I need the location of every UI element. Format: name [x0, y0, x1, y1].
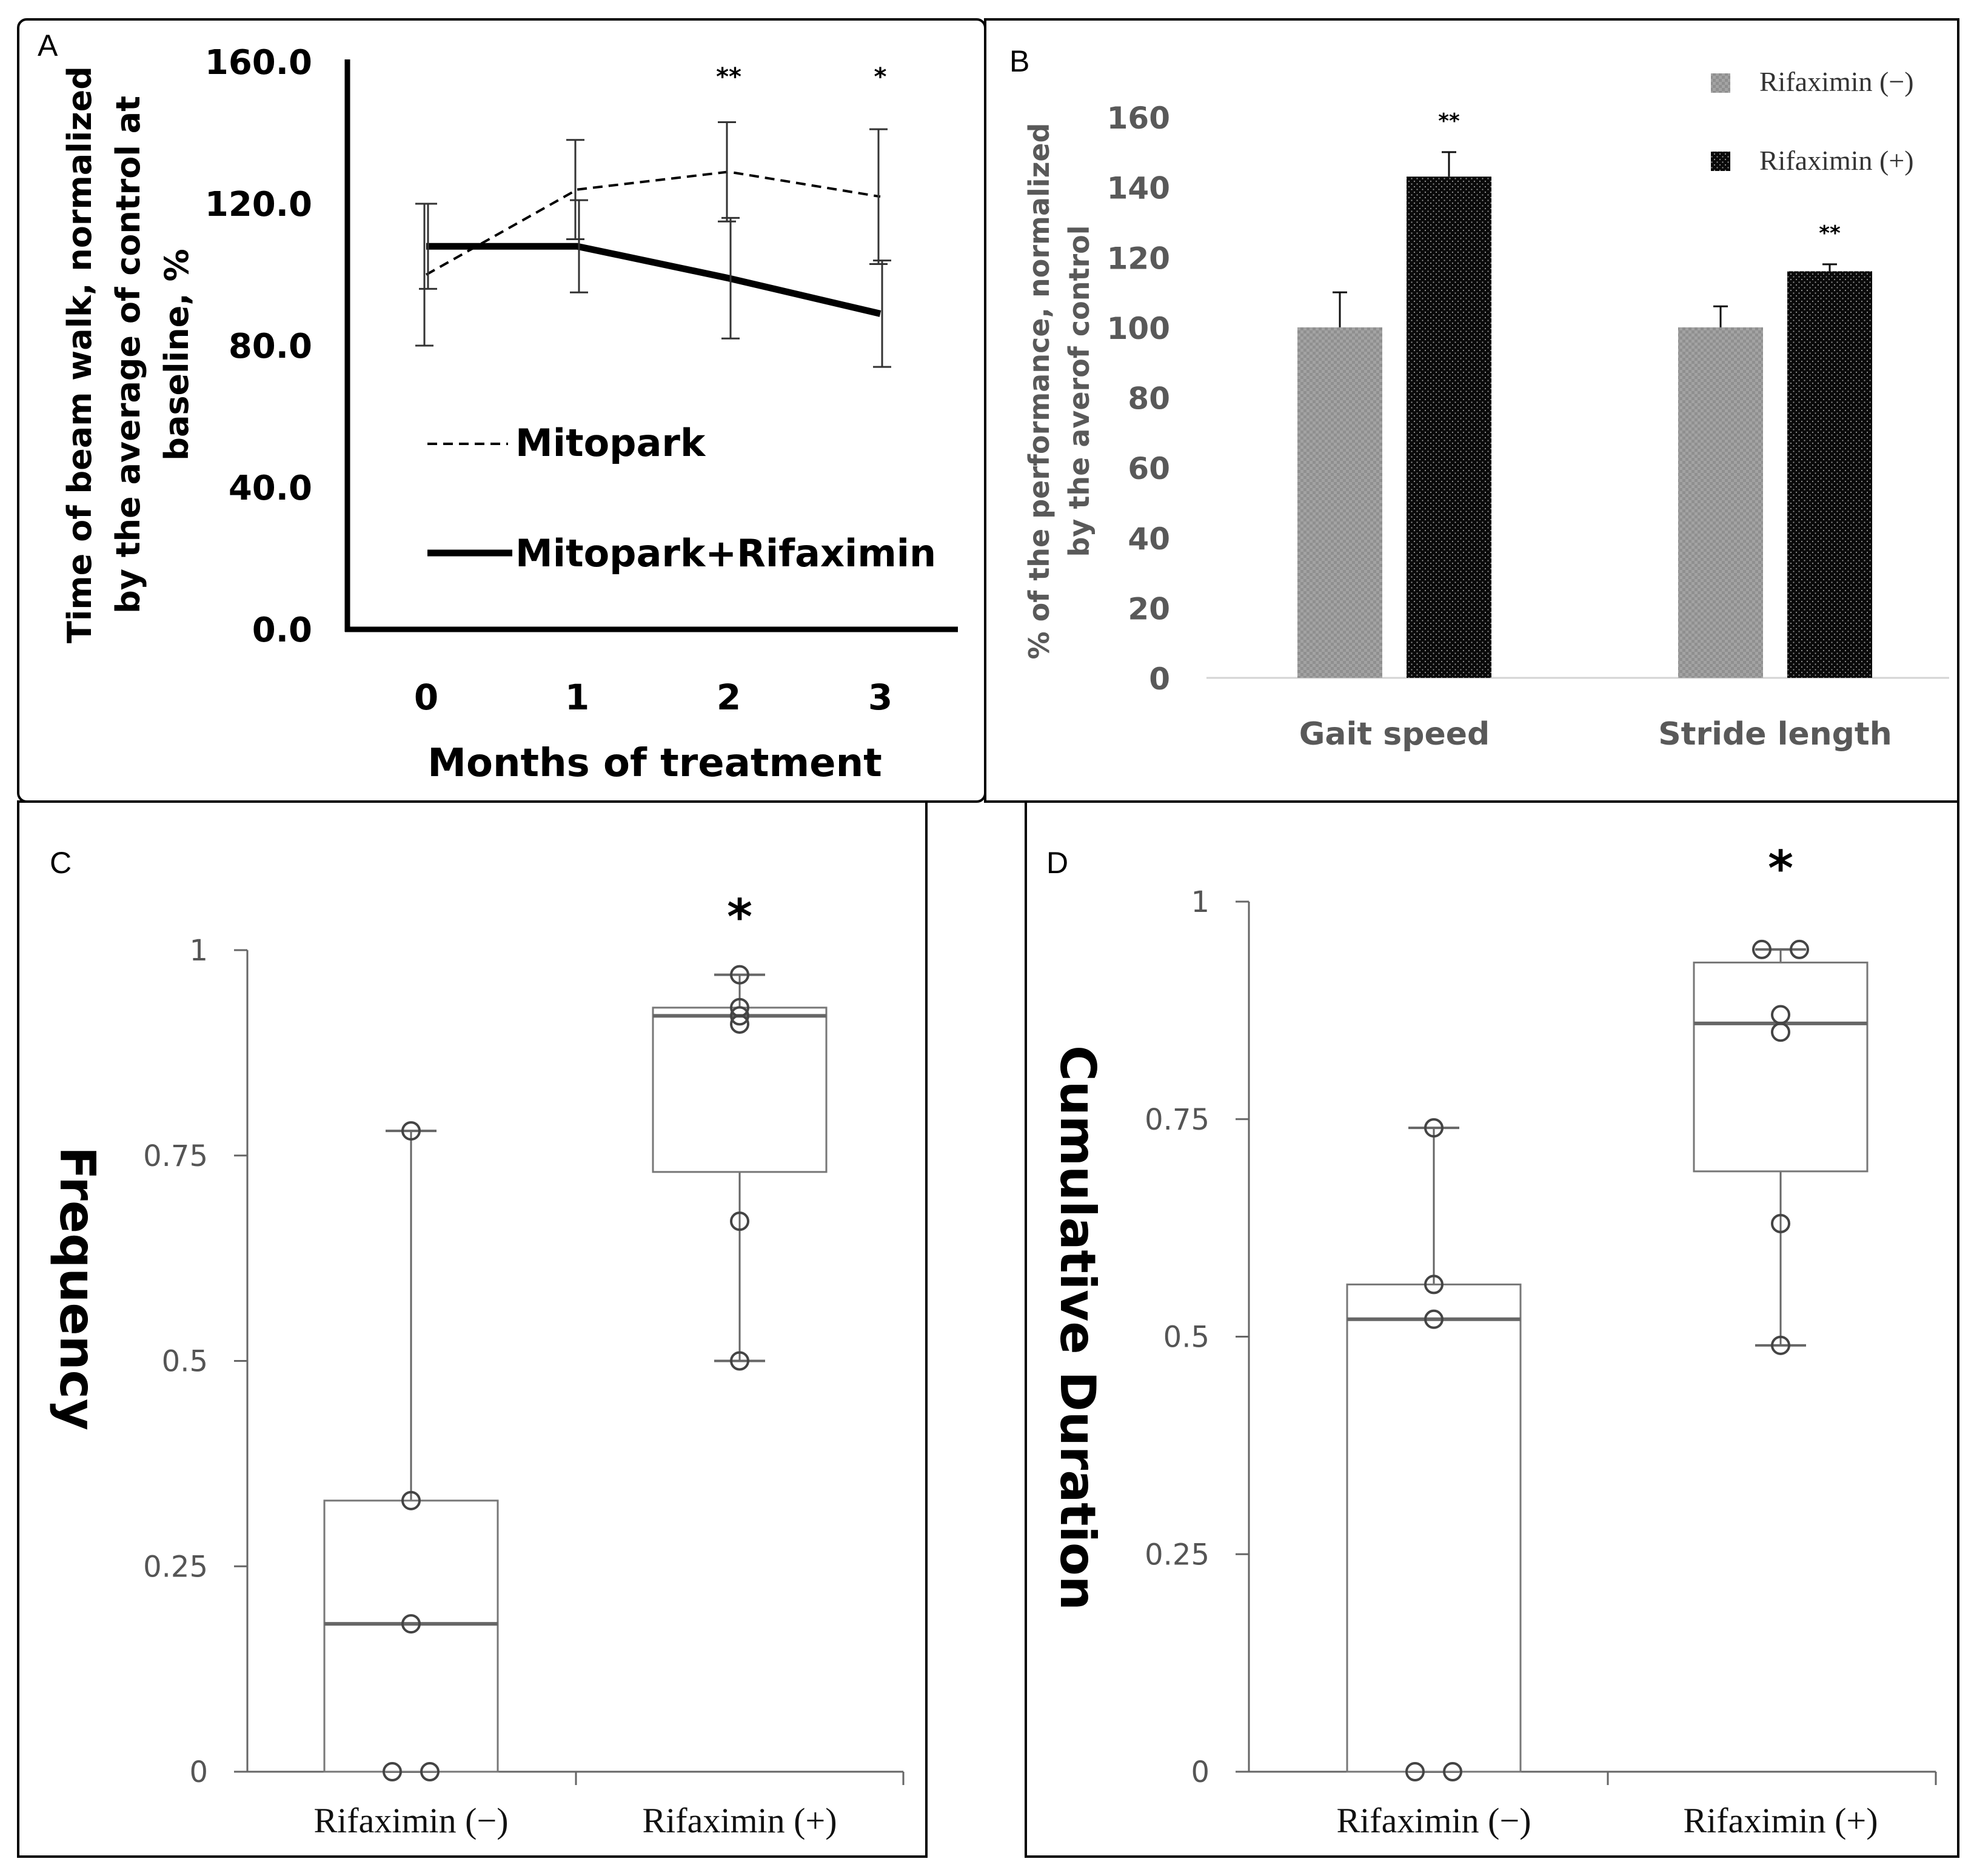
y-axis-title: Cumulative Duration — [1049, 1045, 1106, 1610]
data-point — [1771, 1005, 1790, 1025]
x-tick-label: 0 — [414, 677, 438, 718]
significance-marker: ** — [716, 63, 741, 91]
significance-marker: ** — [1819, 221, 1841, 246]
x-tick-label: Rifaximin (+) — [1683, 1801, 1878, 1840]
y-tick-label: 1 — [1191, 885, 1209, 919]
data-point — [401, 1614, 421, 1634]
x-tick-label: Rifaximin (−) — [1336, 1801, 1531, 1840]
data-point — [401, 1490, 421, 1510]
y-tick-label: 1 — [189, 934, 208, 968]
bar-rifaximin-plus — [1787, 271, 1872, 678]
y-tick-label: 0.0 — [252, 611, 312, 650]
panel-d-frame — [1025, 800, 1959, 1858]
panel-label-c: C — [50, 846, 72, 880]
box — [1693, 961, 1869, 1173]
y-tick-label: 80.0 — [229, 327, 312, 366]
data-point — [1424, 1118, 1444, 1138]
y-tick-label: 0.75 — [1145, 1103, 1209, 1137]
legend-label-rifaximin-minus: Rifaximin (−) — [1759, 66, 1914, 97]
panel-c-frame — [17, 800, 928, 1858]
y-axis-title-line: by the average of control at — [109, 96, 147, 614]
data-point — [1424, 1309, 1444, 1329]
bar-rifaximin-minus — [1678, 327, 1763, 678]
y-tick-label: 40 — [1128, 521, 1170, 557]
x-tick-label: Rifaximin (−) — [313, 1801, 508, 1840]
y-tick-label: 0 — [1191, 1755, 1209, 1789]
panel-label-a: A — [38, 28, 58, 62]
y-tick-label: 0.25 — [143, 1550, 208, 1584]
y-tick-label: 160.0 — [205, 43, 312, 82]
y-axis-title-line: Time of beam walk, normalized — [61, 66, 99, 643]
y-tick-label: 120.0 — [205, 185, 312, 224]
y-tick-label: 0.25 — [1145, 1538, 1209, 1572]
panel-a-line-chart: 0.0 40.0 80.0 120.0 160.0 0 1 2 3 Months of treat… — [61, 43, 958, 786]
x-tick-label: 1 — [565, 677, 589, 718]
y-tick-label: 40.0 — [229, 469, 312, 508]
y-tick-label: 0.5 — [1163, 1321, 1209, 1355]
data-point — [1405, 1762, 1425, 1781]
data-point — [1752, 939, 1772, 959]
panel-c-box-plot: 0 0.25 0.5 0.75 1 Frequency Rifaximin (−) Rifax… — [49, 889, 905, 1840]
y-tick-label: 0 — [1149, 662, 1170, 697]
y-tick-label: 160 — [1107, 101, 1170, 136]
significance-marker: ** — [1438, 109, 1460, 133]
x-tick-label: 3 — [868, 677, 892, 718]
data-point — [730, 965, 749, 985]
x-tick-label: Gait speed — [1299, 716, 1490, 752]
y-tick-label: 0.5 — [162, 1345, 208, 1379]
panel-frames — [17, 18, 1959, 1858]
significance-marker: * — [727, 889, 752, 945]
y-tick-label: 60 — [1128, 451, 1170, 486]
data-point — [383, 1762, 402, 1781]
data-point — [1443, 1762, 1462, 1781]
data-point — [420, 1762, 440, 1781]
x-tick-label: 2 — [717, 677, 741, 718]
panel-b-bar-chart: 0 20 40 60 80 100 120 140 160 % of the performanc… — [1023, 66, 1949, 752]
data-point — [1771, 1213, 1790, 1233]
significance-marker: * — [874, 63, 887, 91]
panel-label-b: B — [1009, 44, 1029, 78]
y-axis-title-line: by the averof control — [1063, 225, 1096, 557]
legend-swatch-rifaximin-minus — [1711, 73, 1730, 93]
legend-label-rifaximin-plus: Rifaximin (+) — [1759, 145, 1914, 176]
panel-d-box-plot: 0 0.25 0.5 0.75 1 Cumulative Duration Rifaximi… — [1049, 840, 1937, 1840]
y-tick-label: 140 — [1107, 171, 1170, 206]
panel-label-d: D — [1046, 846, 1068, 880]
y-tick-label: 0 — [189, 1755, 208, 1789]
data-point — [401, 1121, 421, 1141]
x-axis-title: Months of treatment — [427, 741, 882, 786]
data-point — [1790, 939, 1809, 959]
bar-rifaximin-minus — [1297, 327, 1382, 678]
data-point — [730, 1006, 749, 1026]
data-point — [1424, 1275, 1444, 1295]
y-tick-label: 80 — [1128, 381, 1170, 417]
box — [323, 1499, 499, 1773]
y-tick-label: 0.75 — [143, 1139, 208, 1173]
y-tick-label: 120 — [1107, 241, 1170, 276]
y-tick-label: 100 — [1107, 311, 1170, 346]
x-tick-label: Rifaximin (+) — [642, 1801, 837, 1840]
significance-marker: * — [1768, 840, 1793, 897]
y-axis-title: Time of beam walk, normalized by the aver… — [61, 66, 196, 643]
data-point — [1771, 1335, 1790, 1355]
data-point — [730, 1351, 749, 1371]
data-point — [730, 997, 749, 1017]
x-tick-label: Stride length — [1658, 716, 1892, 752]
y-axis-title: Frequency — [49, 1147, 105, 1430]
bar-rifaximin-plus — [1407, 176, 1491, 678]
y-axis-title-line: baseline, % — [158, 249, 196, 460]
data-point — [730, 1211, 749, 1231]
series-line-mitopark-rifaximin — [426, 243, 882, 317]
legend-swatch-rifaximin-plus — [1711, 152, 1730, 171]
y-axis-title-line: % of the performance, normalized — [1023, 123, 1056, 660]
y-tick-label: 20 — [1128, 591, 1170, 626]
series-line-mitopark — [426, 170, 881, 276]
y-axis-title: % of the performance, normalized by the a… — [1023, 123, 1096, 660]
legend-label-mitopark-rifaximin: Mitopark+Rifaximin — [515, 531, 936, 575]
box — [1346, 1283, 1522, 1773]
legend-label-mitopark: Mitopark — [515, 421, 706, 465]
